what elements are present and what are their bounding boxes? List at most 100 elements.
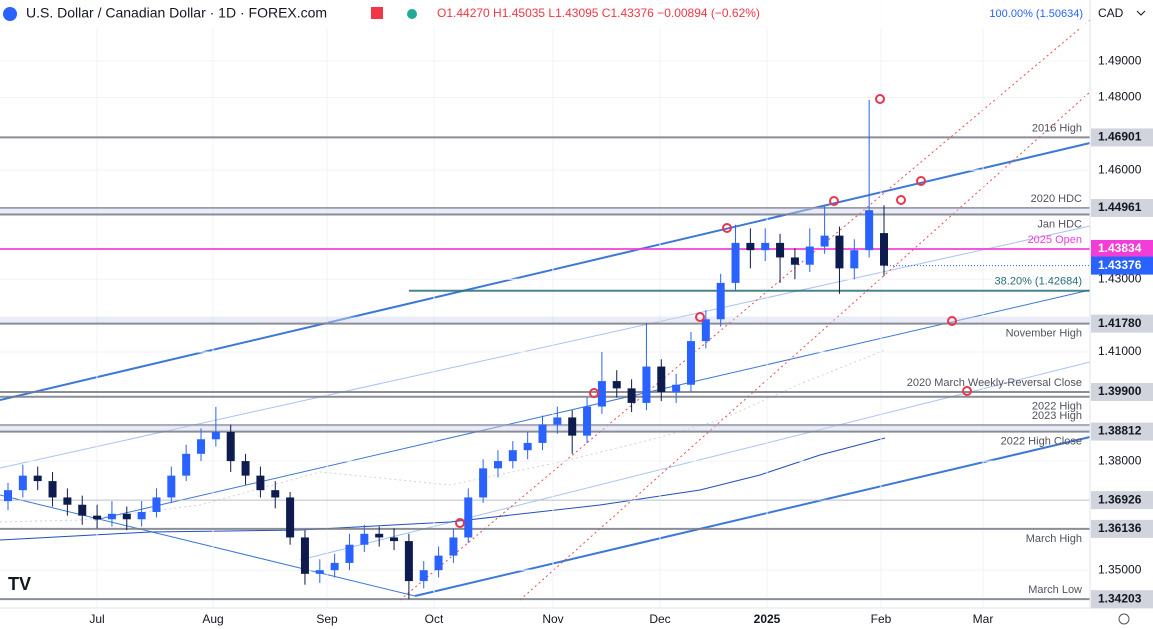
candle-body (850, 250, 859, 269)
price-tag (1091, 491, 1153, 510)
candle-body (33, 475, 42, 482)
pivot-marker (589, 388, 599, 398)
candle-body (627, 388, 636, 403)
candle-body (568, 417, 577, 436)
y-tick-label: 1.41000 (1098, 344, 1142, 358)
price-tag-label: 1.36136 (1098, 521, 1142, 535)
candle-body (315, 570, 324, 574)
candle-body (137, 512, 146, 520)
candle-body (122, 513, 131, 520)
candle-body (657, 366, 666, 392)
candle-body (256, 475, 265, 491)
candle-body (300, 537, 309, 574)
price-tag (1091, 198, 1153, 217)
y-tick-label: 1.46000 (1098, 162, 1142, 176)
price-tag (1091, 422, 1153, 441)
candle-body (464, 497, 473, 538)
pivot-marker (916, 176, 926, 186)
level-name: 2020 HDC (1031, 193, 1082, 205)
x-tick-label: Oct (425, 612, 444, 626)
candle-body (686, 341, 695, 385)
candle-body (790, 257, 799, 265)
y-tick-label: 1.49000 (1098, 53, 1142, 67)
moving-average (0, 437, 886, 541)
x-tick-label: 2025 (754, 612, 781, 626)
pivot-marker (962, 386, 972, 396)
candle-body (330, 562, 339, 571)
candle-body (716, 282, 725, 320)
candle-body (375, 533, 384, 538)
candle-body (553, 417, 562, 425)
candle-body (211, 432, 220, 440)
currency[interactable]: CAD (1098, 6, 1124, 20)
candle-body (612, 381, 621, 389)
price-tag (1091, 383, 1153, 401)
candle-body (449, 537, 458, 556)
marks (4, 100, 888, 600)
candle-body (93, 515, 102, 520)
parallel-line (519, 91, 1091, 601)
price-tag (1091, 519, 1153, 538)
level-name: 2022 High (1032, 401, 1082, 413)
candle-body (63, 497, 72, 505)
candle-body (597, 381, 606, 407)
candle-body (746, 242, 755, 251)
level-name: March High (1026, 533, 1082, 545)
level-band (0, 207, 1090, 215)
y-tick-label: 1.38000 (1098, 453, 1142, 467)
candle-body (672, 384, 681, 392)
candle-body (701, 319, 710, 342)
candle-body (271, 490, 280, 498)
status-dot (407, 9, 417, 19)
pivot-marker (896, 195, 906, 205)
level-name: 2016 High (1032, 122, 1082, 134)
level-name: 2020 March Weekly-Reversal Close (907, 377, 1082, 389)
price-tag-label: 1.38812 (1098, 424, 1142, 438)
price-tag (1091, 128, 1153, 147)
symbol-title: U.S. Dollar / Canadian Dollar · 1D · FOR… (26, 5, 327, 21)
candle-body (167, 475, 176, 498)
pivot-marker (947, 316, 957, 326)
level-name: Jan HDC (1037, 218, 1082, 230)
price-tag-label: 1.39900 (1098, 384, 1142, 398)
settings-icon[interactable] (1118, 613, 1130, 625)
candle-body (345, 544, 354, 563)
x-tick-label: Sep (316, 612, 338, 626)
candle-body (434, 555, 443, 571)
last-price-label: 1.43376 (1098, 258, 1142, 272)
price-tag-label: 1.41780 (1098, 316, 1142, 330)
candle-body (152, 497, 161, 512)
candle-body (538, 424, 547, 443)
candle-body (419, 570, 428, 582)
candle-body (880, 233, 888, 266)
y-tick-label: 1.48000 (1098, 90, 1142, 104)
candle-body (286, 497, 295, 538)
x-tick-label: Mar (973, 612, 994, 626)
candle-body (479, 468, 488, 498)
fib-top-label: 100.00% (1.50634) (989, 8, 1083, 20)
candle-body (107, 513, 116, 520)
flag-icon[interactable] (371, 7, 383, 19)
y-tick-label: 1.35000 (1098, 562, 1142, 576)
price-tag-label: 1.46901 (1098, 130, 1142, 144)
price-tag-label: 1.43834 (1098, 241, 1142, 255)
candle-body (78, 504, 87, 516)
candle-body (197, 439, 206, 454)
candle-body (48, 481, 57, 498)
price-tag (1091, 239, 1153, 258)
dropdown-icon[interactable] (1136, 10, 1146, 16)
parallel-line (399, 19, 1091, 601)
pivot-markers (455, 94, 972, 528)
candle-body (360, 533, 369, 545)
level-name: March Low (1028, 584, 1082, 596)
price-tag (1091, 314, 1153, 333)
candle-body (404, 541, 413, 582)
logo: TV (8, 574, 31, 594)
candle-body (583, 406, 592, 436)
candle-body (390, 537, 399, 542)
pivot-marker (829, 196, 839, 206)
pivot-marker (695, 312, 705, 322)
pivot-marker (722, 223, 732, 233)
